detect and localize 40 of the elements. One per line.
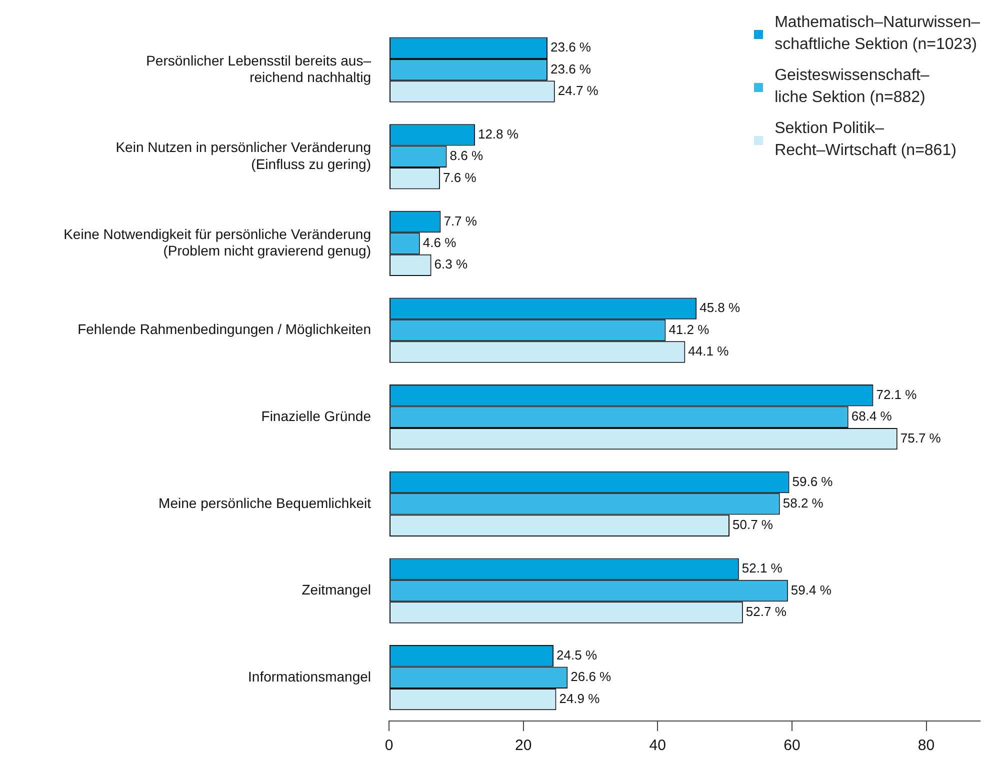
data-label: 72.1 % [876,386,918,402]
data-label: 24.5 % [556,647,598,662]
y-tick-label: Meine persönliche Bequemlichkeit [158,494,372,511]
x-tick-label: 40 [649,737,666,754]
data-label: 7.6 % [443,170,477,185]
data-label: 44.1 % [688,344,730,359]
data-label: 24.9 % [559,690,600,706]
x-tick-label: 0 [384,737,394,754]
data-label: 6.3 % [434,256,468,272]
data-label: 68.4 % [851,408,892,424]
data-label: 59.6 % [792,474,834,489]
data-label: 24.7 % [558,83,599,98]
data-label: 52.1 % [742,560,783,576]
data-label: 23.6 % [550,40,592,55]
legend-label: Sektion Politik– Recht–Wirtschaft (n=861) [774,119,956,161]
legend-label: Mathematisch–Naturwissen– schaftliche Sektion (n=1023) [774,13,980,55]
data-label: 7.7 % [444,213,478,228]
data-label: 8.6 % [450,148,484,164]
y-tick-label: Informationsmangel [248,668,371,684]
data-label: 50.7 % [732,517,774,532]
data-label: 12.8 % [478,126,519,142]
data-label: 52.7 % [746,604,787,620]
data-label: 58.2 % [782,496,824,511]
data-label: 26.6 % [570,669,612,684]
y-tick-label: Keine Notwendigkeit für persönliche Veränderung (Problem nicht gravierend genug) [64,226,371,259]
x-tick-label: 60 [784,737,800,754]
data-label: 4.6 % [422,235,457,250]
x-tick-label: 80 [918,737,935,754]
y-tick-label: Persönlicher Lebensstil bereits aus– reichend nachhaltig [146,52,372,86]
y-tick-label: Zeitmangel [302,582,371,598]
y-tick-label: Kein Nutzen in persönlicher Veränderung (Einfluss zu gering) [116,139,371,172]
data-label: 75.7 % [900,430,942,446]
data-label: 59.4 % [790,582,832,598]
data-label: 41.2 % [668,322,710,337]
data-label: 45.8 % [700,300,740,316]
data-label: 23.6 % [550,61,592,76]
y-tick-label: Finazielle Gründe [261,408,372,424]
y-tick-label: Fehlende Rahmenbedingungen / Möglichkeiten [78,321,371,338]
x-tick-label: 20 [514,737,532,754]
legend-label: Geisteswissenschaft– liche Sektion (n=882) [774,66,930,108]
